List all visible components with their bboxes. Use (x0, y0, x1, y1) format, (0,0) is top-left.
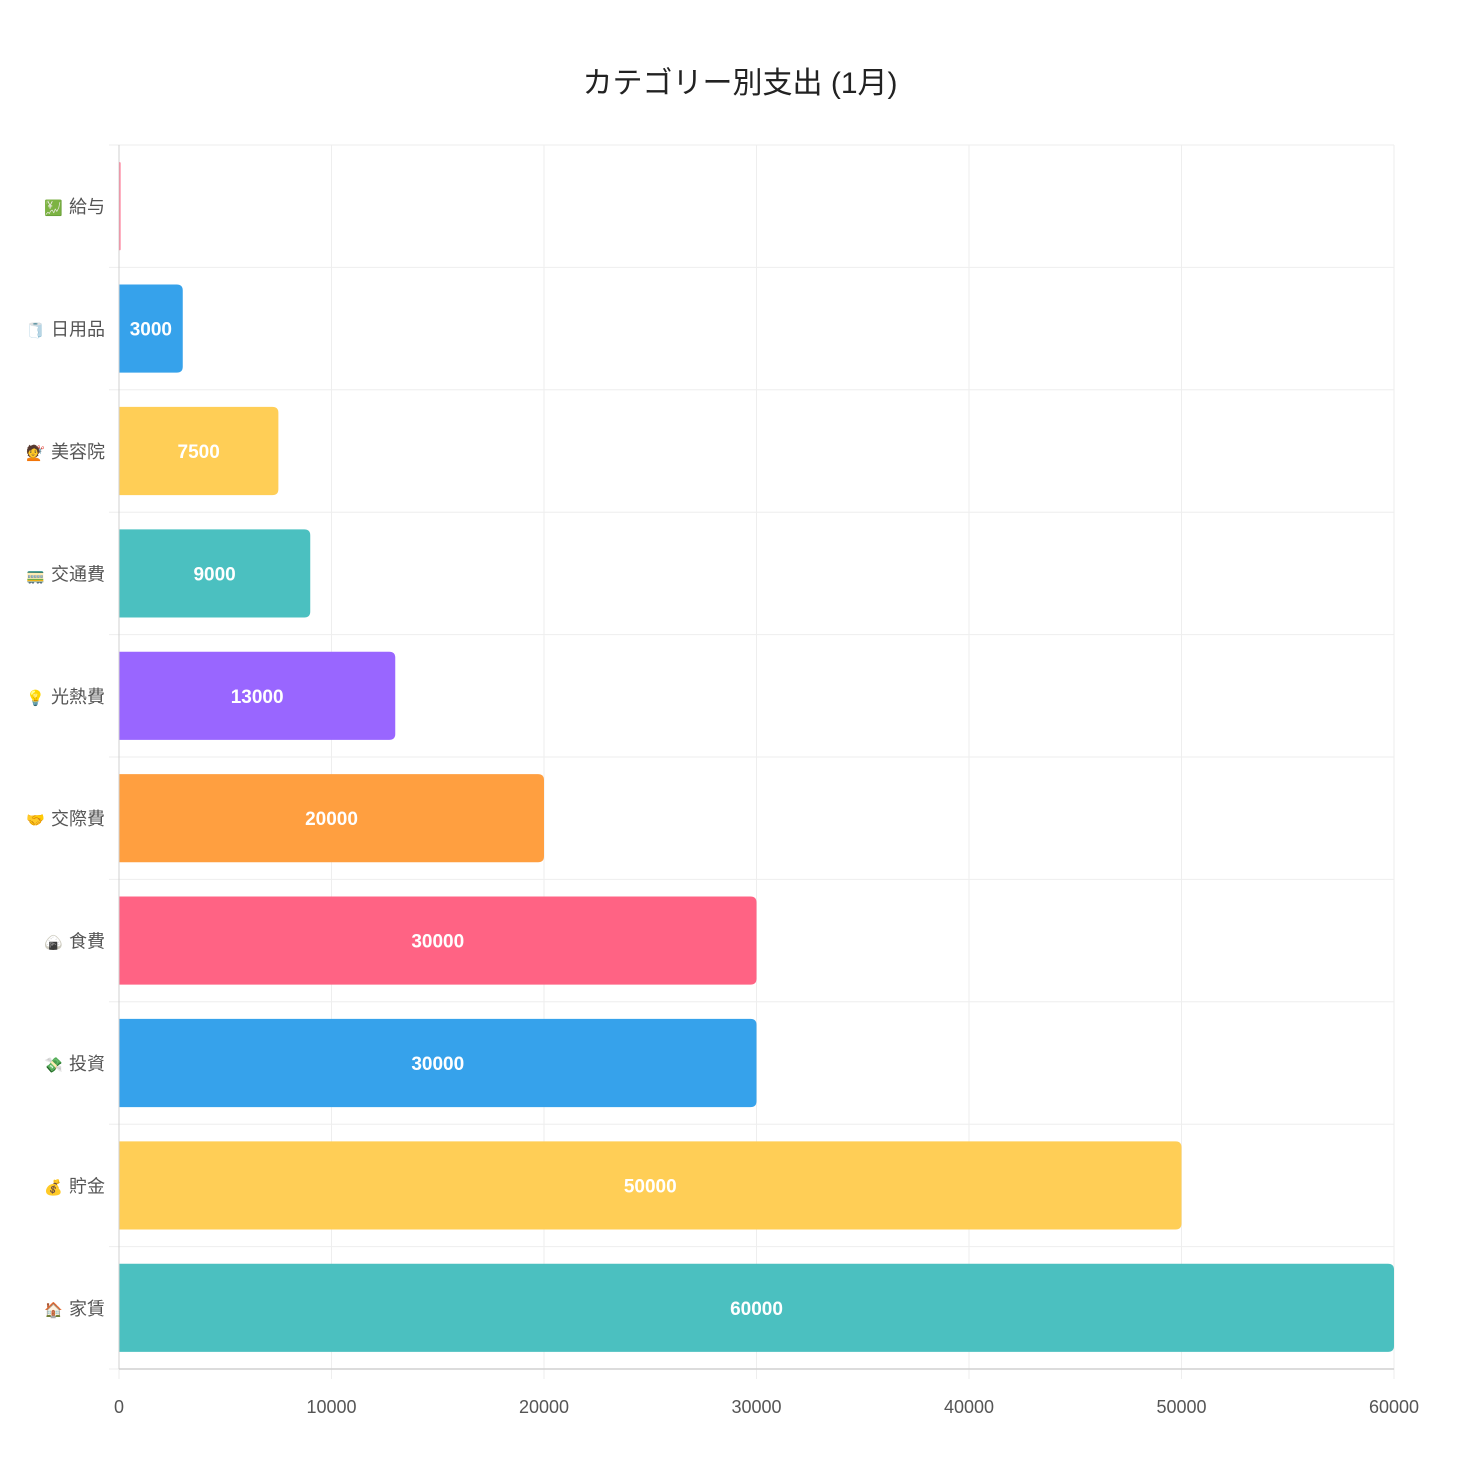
category-name: 美容院 (51, 442, 105, 462)
money-chart-icon: 💹 (44, 199, 63, 217)
bar-2[interactable] (119, 406, 279, 496)
light-bulb-icon: 💡 (26, 689, 45, 707)
grid-layer (109, 144, 1395, 1379)
category-name: 投資 (69, 1054, 105, 1074)
x-tick-label: 0 (114, 1397, 124, 1417)
handshake-icon: 🤝 (26, 812, 45, 829)
bar-value-label: 9000 (193, 564, 235, 585)
category-label: 🏠 家賃 (44, 1299, 105, 1319)
bar-value-label: 50000 (624, 1176, 677, 1197)
category-name: 家賃 (69, 1299, 105, 1319)
category-label: 🍙 食費 (44, 932, 105, 952)
category-label: 💰 貯金 (44, 1176, 105, 1196)
chart-title: カテゴリー別支出 (1月) (582, 67, 898, 100)
category-label: 💹 給与 (44, 197, 105, 217)
category-name: 交際費 (51, 809, 105, 829)
bar-value-label: 60000 (730, 1299, 783, 1320)
bar-9[interactable] (119, 1263, 1394, 1352)
category-label: 🤝 交際費 (26, 809, 105, 829)
labels-layer: 💹 給与 3000 🧻 日用品 7500 💇 美容院 9000 🚃 交通費 13000 💡 光熱費 2000… (26, 197, 783, 1320)
x-axis: 0 10000 20000 30000 40000 50000 60000 (114, 145, 1419, 1417)
x-tick-label: 10000 (306, 1397, 356, 1417)
haircut-icon: 💇 (26, 443, 45, 462)
bar-value-label: 3000 (130, 320, 172, 341)
bar-value-label: 13000 (231, 687, 284, 708)
bar-value-label: 20000 (305, 809, 358, 830)
category-label: 💸 投資 (44, 1054, 105, 1074)
bar-5[interactable] (119, 774, 544, 863)
x-tick-label: 50000 (1156, 1397, 1206, 1417)
bar-6[interactable] (119, 896, 757, 985)
bar-7[interactable] (119, 1018, 757, 1108)
house-icon: 🏠 (44, 1301, 63, 1319)
tissue-roll-icon: 🧻 (26, 322, 45, 340)
x-tick-label: 20000 (519, 1397, 569, 1417)
category-label: 💡 光熱費 (26, 687, 105, 707)
money-bag-icon: 💰 (44, 1178, 63, 1196)
category-name: 給与 (69, 197, 105, 217)
category-label: 🧻 日用品 (26, 320, 105, 340)
category-label: 💇 美容院 (26, 442, 105, 462)
bar-value-label: 30000 (411, 932, 464, 953)
bars-layer (119, 162, 1394, 1352)
category-name: 交通費 (51, 564, 105, 584)
bar-value-label: 7500 (178, 442, 220, 463)
train-icon: 🚃 (26, 567, 45, 584)
rice-ball-icon: 🍙 (44, 934, 63, 952)
x-tick-label: 30000 (731, 1397, 781, 1417)
x-tick-label: 40000 (944, 1397, 994, 1417)
category-name: 日用品 (51, 320, 105, 340)
category-name: 光熱費 (51, 687, 105, 707)
money-wings-icon: 💸 (44, 1056, 63, 1074)
bar-3[interactable] (119, 529, 311, 618)
category-name: 貯金 (69, 1176, 105, 1196)
category-label: 🚃 交通費 (26, 564, 105, 584)
category-name: 食費 (69, 932, 105, 952)
bar-value-label: 30000 (411, 1054, 464, 1075)
bar-4[interactable] (119, 651, 396, 740)
x-tick-label: 60000 (1369, 1397, 1419, 1417)
bar-8[interactable] (119, 1141, 1182, 1230)
bar-1[interactable] (119, 284, 183, 373)
